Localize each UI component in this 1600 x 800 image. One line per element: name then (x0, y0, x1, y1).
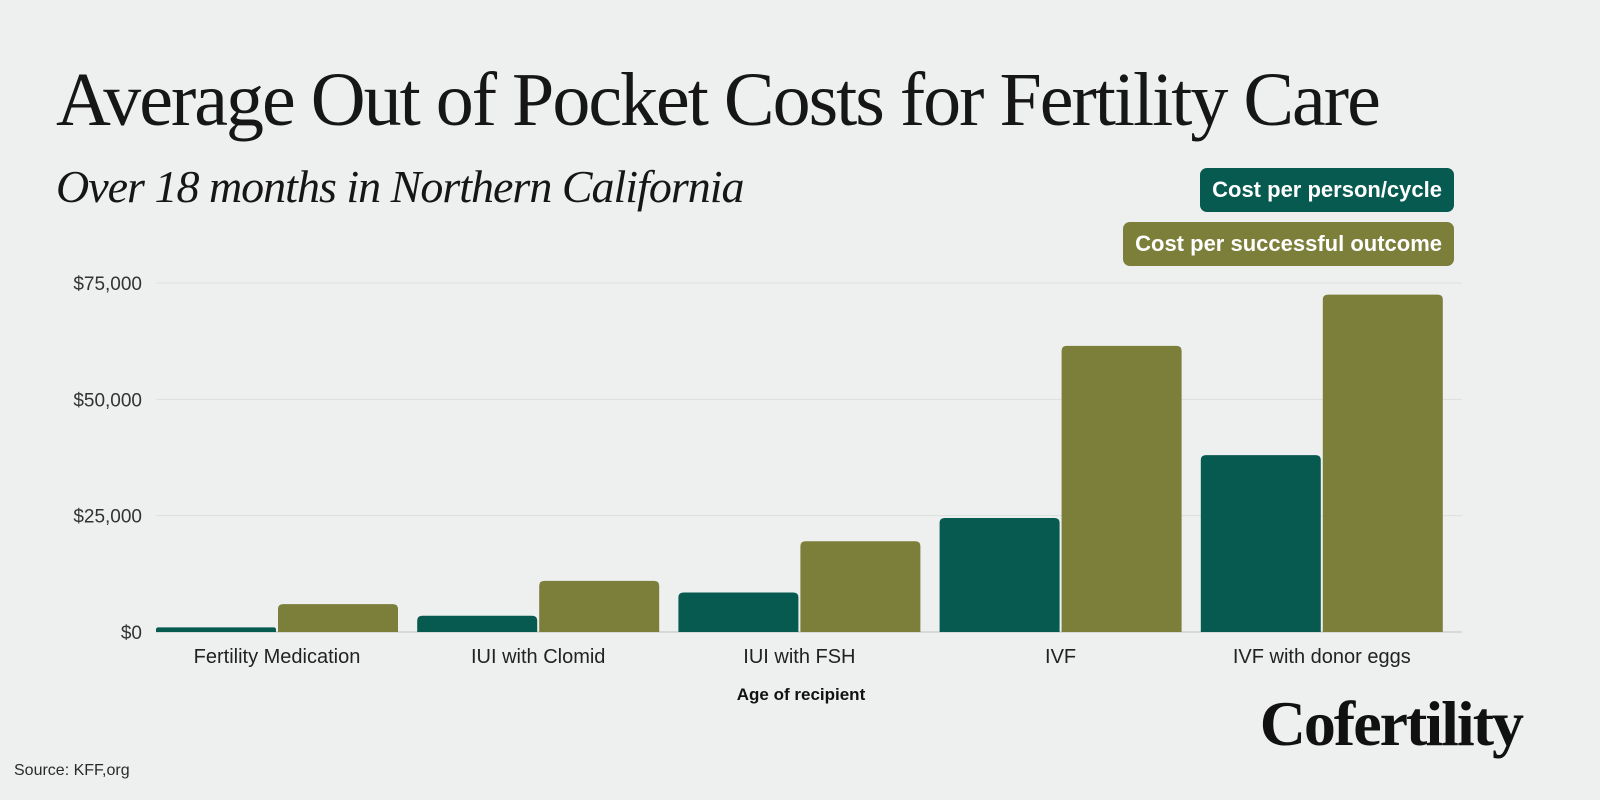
bar (278, 604, 398, 632)
bar (678, 592, 799, 632)
bar (800, 541, 921, 632)
y-tick-label: $25,000 (73, 507, 142, 528)
cofertility-logo: Cofertility (1259, 688, 1524, 759)
bar (539, 580, 660, 632)
x-axis-label: Age of recipient (737, 685, 866, 704)
legend-item-cost-per-outcome: Cost per successful outcome (1123, 222, 1454, 266)
x-tick-label: Fertility Medication (194, 646, 361, 668)
bar (1061, 345, 1182, 632)
bar (939, 517, 1060, 632)
source-note: Source: KFF,org (14, 762, 130, 779)
bar (417, 615, 538, 632)
chart-title: Average Out of Pocket Costs for Fertilit… (56, 58, 1381, 142)
y-tick-label: $75,000 (73, 274, 142, 295)
y-tick-label: $50,000 (73, 390, 142, 411)
chart-subtitle: Over 18 months in Northern California (56, 161, 745, 212)
bar (156, 627, 276, 632)
y-tick-label: $0 (121, 623, 142, 644)
bar (1322, 294, 1443, 632)
x-tick-label: IVF with donor eggs (1233, 646, 1411, 668)
x-tick-label: IUI with FSH (743, 646, 855, 668)
legend-item-cost-per-cycle: Cost per person/cycle (1200, 168, 1454, 212)
bar (1200, 455, 1321, 632)
x-tick-label: IVF (1045, 646, 1076, 668)
x-tick-label: IUI with Clomid (471, 646, 605, 668)
